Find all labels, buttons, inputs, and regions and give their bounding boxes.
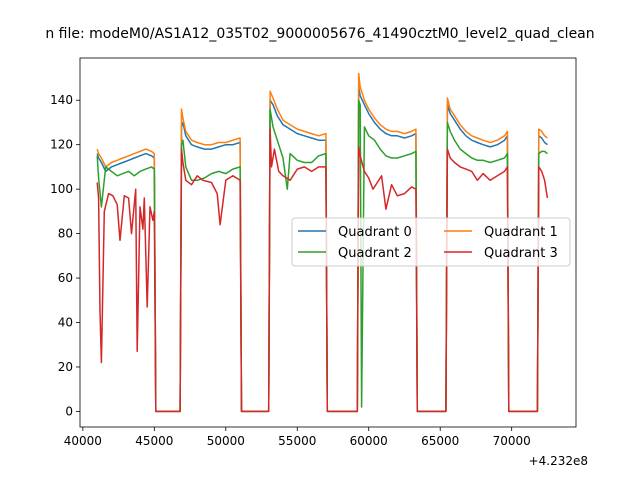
y-tick-label: 80 [58,227,73,241]
series-line-quadrant-3 [96,128,549,413]
legend-box [291,217,571,267]
chart-title: n file: modeM0/AS1A12_035T02_9000005676_… [45,26,594,42]
y-tick-label: 0 [65,404,73,418]
x-tick-label: 40000 [64,434,102,448]
legend-label-quadrant-1: Quadrant 1 [484,225,558,240]
x-tick-label: 45000 [135,434,173,448]
y-tick-label: 100 [50,182,73,196]
x-tick-label: 65000 [421,434,459,448]
x-tick-label: 70000 [493,434,531,448]
x-tick-label: 60000 [350,434,388,448]
x-tick-label: 50000 [207,434,245,448]
y-tick-label: 20 [58,360,73,374]
legend-label-quadrant-3: Quadrant 3 [484,246,558,261]
series-layer [96,72,549,413]
plot-area [79,57,577,428]
y-tick-label: 140 [50,93,73,107]
x-tick-label: 55000 [278,434,316,448]
x-axis: 40000 45000 50000 55000 60000 65000 70000 [64,427,531,448]
legend-label-quadrant-2: Quadrant 2 [338,246,412,261]
axes-frame [79,57,577,428]
y-axis: 0 20 40 60 80 100 120 140 [50,93,80,418]
legend: Quadrant 0 Quadrant 1 Quadrant 2 Quadrant 3 [291,217,571,267]
legend-label-quadrant-0: Quadrant 0 [338,225,412,240]
y-tick-label: 40 [58,316,73,330]
y-tick-label: 60 [58,271,73,285]
y-tick-label: 120 [50,138,73,152]
x-axis-offset-label: +4.232e8 [529,454,588,468]
